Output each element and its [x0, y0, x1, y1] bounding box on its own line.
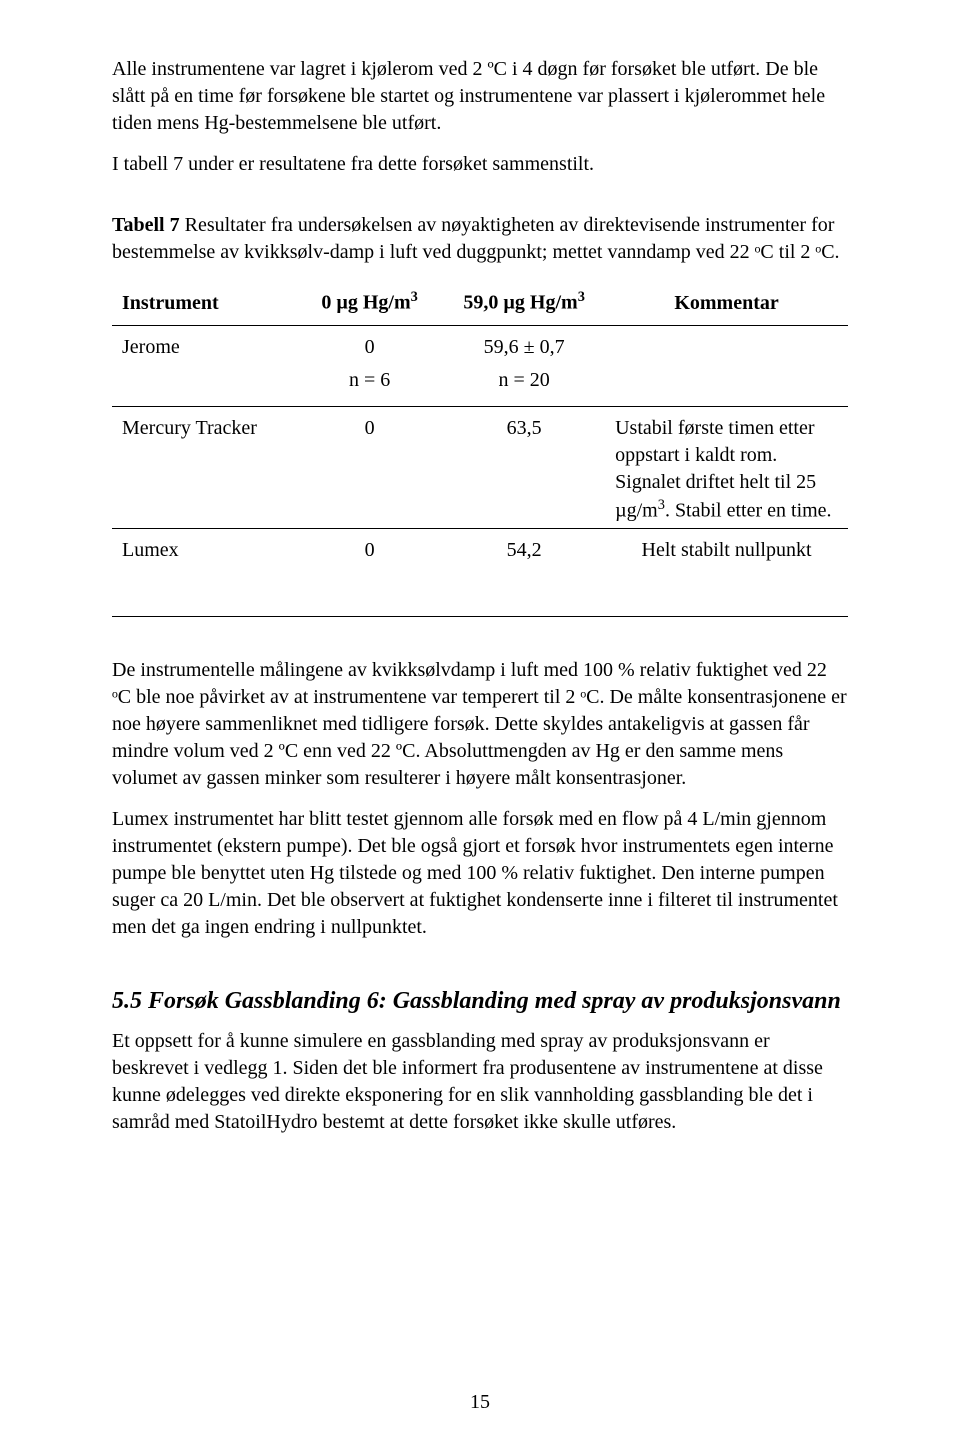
cell-59ug-n: n = 20: [443, 365, 605, 407]
cell-0ug: 0: [296, 529, 443, 617]
table-7-caption-text: Resultater fra undersøkelsen av nøyaktig…: [112, 214, 840, 263]
cell-0ug: 0: [296, 406, 443, 529]
table-row: n = 6 n = 20: [112, 365, 848, 407]
th-59ug: 59,0 µg Hg/m3: [443, 280, 605, 325]
table-7-caption: Tabell 7 Resultater fra undersøkelsen av…: [112, 212, 848, 266]
paragraph-2: I tabell 7 under er resultatene fra dett…: [112, 151, 848, 178]
cell-comment: Helt stabilt nullpunkt: [605, 529, 848, 617]
section-heading-5-5: 5.5 Forsøk Gassblanding 6: Gassblanding …: [112, 985, 848, 1017]
cell-instrument: Jerome: [112, 325, 296, 365]
cell-instrument: Mercury Tracker: [112, 406, 296, 529]
table-row: Jerome 0 59,6 ± 0,7: [112, 325, 848, 365]
th-0ug: 0 µg Hg/m3: [296, 280, 443, 325]
page-container: Alle instrumentene var lagret i kjølerom…: [0, 0, 960, 1444]
cell-59ug: 63,5: [443, 406, 605, 529]
cell-instrument: Lumex: [112, 529, 296, 617]
page-number: 15: [0, 1389, 960, 1416]
th-instrument: Instrument: [112, 280, 296, 325]
table-7-caption-label: Tabell 7: [112, 214, 180, 236]
cell-59ug: 54,2: [443, 529, 605, 617]
paragraph-4: Lumex instrumentet har blitt testet gjen…: [112, 806, 848, 941]
cell-instrument: [112, 365, 296, 407]
cell-59ug: 59,6 ± 0,7: [443, 325, 605, 365]
paragraph-5: Et oppsett for å kunne simulere en gassb…: [112, 1028, 848, 1136]
cell-0ug-n: n = 6: [296, 365, 443, 407]
paragraph-3: De instrumentelle målingene av kvikksølv…: [112, 657, 848, 792]
cell-0ug: 0: [296, 325, 443, 365]
table-row: Lumex 0 54,2 Helt stabilt nullpunkt: [112, 529, 848, 617]
cell-comment: [605, 325, 848, 365]
cell-comment: Ustabil første timen etter oppstart i ka…: [605, 406, 848, 529]
table-header-row: Instrument 0 µg Hg/m3 59,0 µg Hg/m3 Komm…: [112, 280, 848, 325]
table-7: Instrument 0 µg Hg/m3 59,0 µg Hg/m3 Komm…: [112, 280, 848, 617]
paragraph-1: Alle instrumentene var lagret i kjølerom…: [112, 56, 848, 137]
th-comment: Kommentar: [605, 280, 848, 325]
table-row: Mercury Tracker 0 63,5 Ustabil første ti…: [112, 406, 848, 529]
cell-comment: [605, 365, 848, 407]
